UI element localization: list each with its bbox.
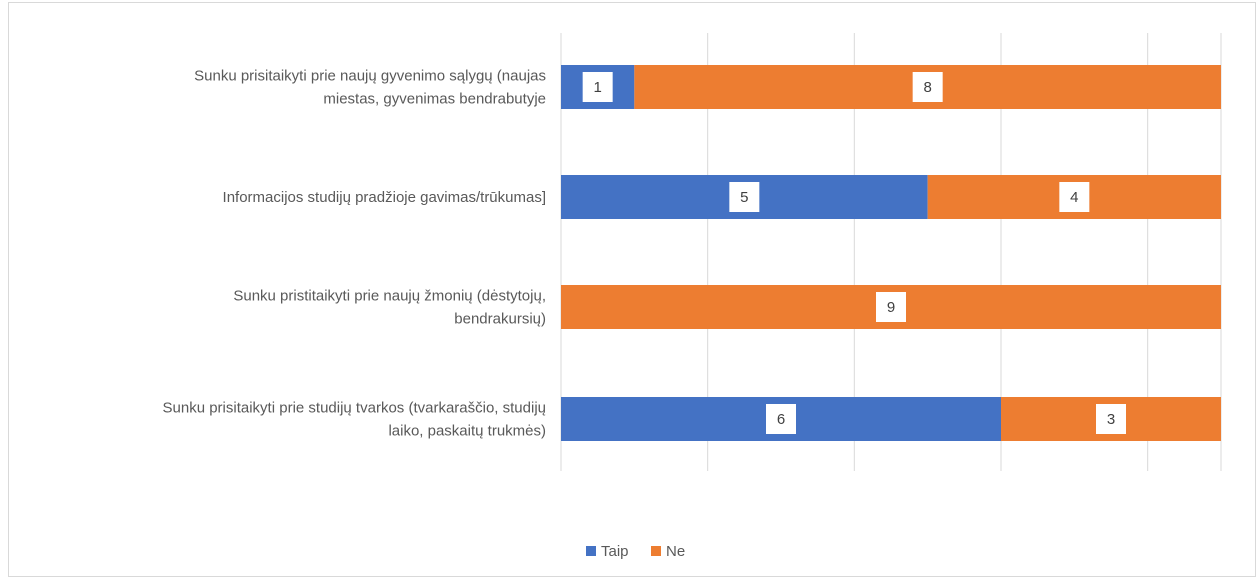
category-label: miestas, gyvenimas bendrabutyje bbox=[323, 91, 546, 108]
category-label: bendrakursių) bbox=[454, 311, 546, 328]
data-label-box bbox=[912, 72, 943, 102]
data-label-box bbox=[729, 182, 760, 212]
data-label-box bbox=[766, 404, 796, 434]
data-label: 3 bbox=[1107, 411, 1115, 428]
data-label: 6 bbox=[777, 411, 785, 428]
data-label-box bbox=[876, 292, 906, 322]
data-label-box bbox=[1059, 182, 1090, 212]
category-label: Sunku prisitaikyti prie studijų tvarkos … bbox=[163, 400, 546, 417]
category-label: laiko, paskaitų trukmės) bbox=[388, 423, 546, 440]
data-label-box bbox=[582, 72, 613, 102]
chart-frame: 1 8 Sunku prisitaikyti prie naujų gyvenimo… bbox=[8, 2, 1256, 577]
legend-swatch-taip bbox=[586, 546, 596, 556]
stacked-bar-chart: 1 8 Sunku prisitaikyti prie naujų gyvenimo… bbox=[163, 33, 1222, 560]
legend-label-taip: Taip bbox=[601, 543, 629, 560]
data-label: 1 bbox=[593, 79, 601, 96]
legend-label-ne: Ne bbox=[666, 543, 685, 560]
data-label: 9 bbox=[887, 299, 895, 316]
category-label: Informacijos studijų pradžioje gavimas/t… bbox=[223, 189, 546, 206]
category-label: Sunku prisitaikyti prie naujų gyvenimo s… bbox=[194, 68, 546, 85]
data-label-box bbox=[1096, 404, 1126, 434]
data-label: 5 bbox=[740, 189, 748, 206]
data-label: 4 bbox=[1070, 189, 1078, 206]
category-label: Sunku pristitaikyti prie naujų žmonių (d… bbox=[233, 288, 546, 305]
data-label: 8 bbox=[923, 79, 931, 96]
legend-swatch-ne bbox=[651, 546, 661, 556]
